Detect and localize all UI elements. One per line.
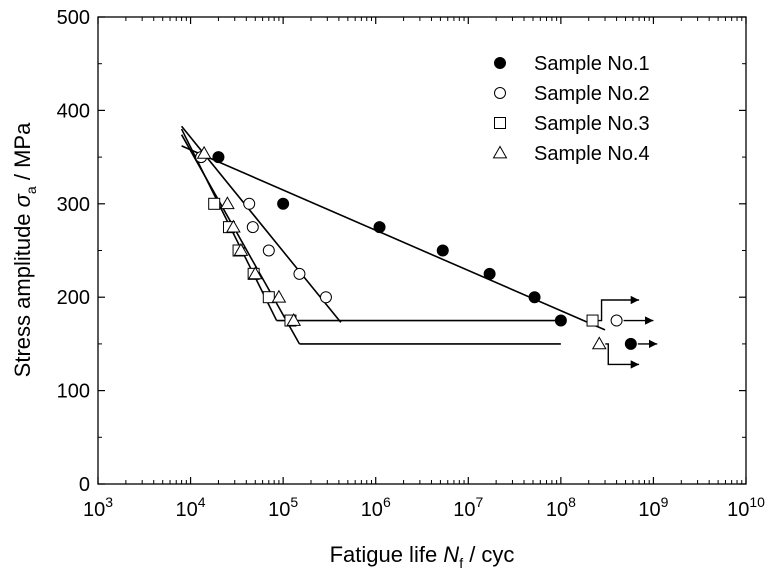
legend-label-2: Sample No.2 xyxy=(534,83,650,105)
legend-marker-3 xyxy=(494,117,506,129)
x-tick-label: 105 xyxy=(268,494,298,521)
x-tick-label: 106 xyxy=(361,494,391,521)
point-s1-4 xyxy=(436,244,449,257)
runout-arrow-3 xyxy=(605,343,640,369)
y-axis-title: Stress amplitude σa / MPa xyxy=(10,122,39,377)
fit-line-2 xyxy=(180,125,342,323)
point-s2-6 xyxy=(319,291,332,304)
point-s4-2 xyxy=(220,196,235,210)
legend-marker-1 xyxy=(494,57,506,69)
fit-line-4 xyxy=(180,134,301,345)
point-s2-3 xyxy=(246,221,259,234)
point-s4-6 xyxy=(271,289,287,303)
point-s1-6 xyxy=(528,291,541,304)
point-s2-4 xyxy=(262,244,275,257)
x-tick-label: 103 xyxy=(83,494,113,521)
point-s4-5 xyxy=(247,266,263,280)
runout-point-s2-1 xyxy=(610,314,623,327)
x-tick-label: 109 xyxy=(638,494,668,521)
y-axis-ticks: 0 100 200 300 400 500 xyxy=(57,7,746,496)
y-tick-label: 300 xyxy=(57,194,90,216)
x-tick-label: 1010 xyxy=(727,494,765,521)
runout-arrow-1 xyxy=(598,295,640,322)
legend-marker-2 xyxy=(494,87,506,99)
point-s1-5 xyxy=(483,267,496,280)
point-s1-3 xyxy=(373,221,386,234)
data-points xyxy=(195,145,637,350)
y-tick-label: 500 xyxy=(57,7,90,29)
x-tick-label: 107 xyxy=(453,494,483,521)
runout-point-s4-1 xyxy=(591,336,607,350)
legend-label-4: Sample No.4 xyxy=(534,143,650,165)
x-tick-label: 104 xyxy=(176,494,206,521)
runout-point-s1-1 xyxy=(624,337,637,350)
y-tick-label: 100 xyxy=(57,381,90,403)
point-s1-2 xyxy=(277,197,290,210)
fit-line-1 xyxy=(181,145,606,331)
x-tick-label: 108 xyxy=(546,494,576,521)
legend-marker-4 xyxy=(492,145,508,159)
runout-point-s3-1 xyxy=(586,314,599,327)
y-tick-label: 200 xyxy=(57,287,90,309)
point-s1-1 xyxy=(212,151,225,164)
point-s3-5 xyxy=(262,291,275,304)
x-axis-title: Fatigue life Nf / cyc xyxy=(330,542,515,571)
point-s1-7 xyxy=(554,314,567,327)
point-s4-1 xyxy=(196,145,212,159)
x-axis-ticks: 103 104 105 106 107 108 109 1010 xyxy=(83,17,765,521)
legend: Sample No.1 Sample No.2 Sample No.3 Sample … xyxy=(492,53,650,165)
point-s3-1 xyxy=(208,197,221,210)
y-tick-label: 400 xyxy=(57,100,90,122)
y-tick-label: 0 xyxy=(79,474,90,496)
legend-label-3: Sample No.3 xyxy=(534,113,650,135)
legend-label-1: Sample No.1 xyxy=(534,53,650,75)
point-s4-7 xyxy=(286,313,302,326)
point-s2-5 xyxy=(293,267,306,280)
point-s4-3 xyxy=(226,219,241,233)
runout-arrows xyxy=(598,295,658,369)
point-s4-4 xyxy=(233,242,249,256)
point-s2-2 xyxy=(243,197,256,210)
